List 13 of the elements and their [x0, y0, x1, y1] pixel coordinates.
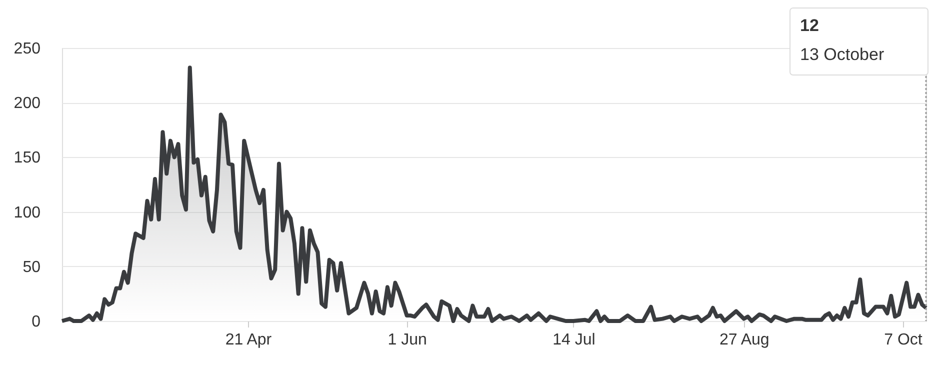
annotation: 13 October	[800, 45, 884, 64]
x-tick-label: 7 Oct	[884, 332, 923, 348]
x-tick-label: 1 Jun	[388, 332, 427, 348]
text: 12	[800, 16, 819, 35]
y-tick-label: 200	[14, 95, 41, 112]
x-tick-label: 21 Apr	[225, 332, 272, 348]
y-tick-label: 250	[14, 40, 41, 58]
x-tick-label: 27 Aug	[719, 332, 770, 348]
y-tick-label: 50	[22, 258, 41, 276]
x-tick-label: 14 Jul	[552, 332, 596, 348]
y-tick-label: 100	[14, 204, 41, 222]
y-tick-label: 150	[14, 150, 41, 167]
y-tick-label: 0	[32, 314, 41, 330]
